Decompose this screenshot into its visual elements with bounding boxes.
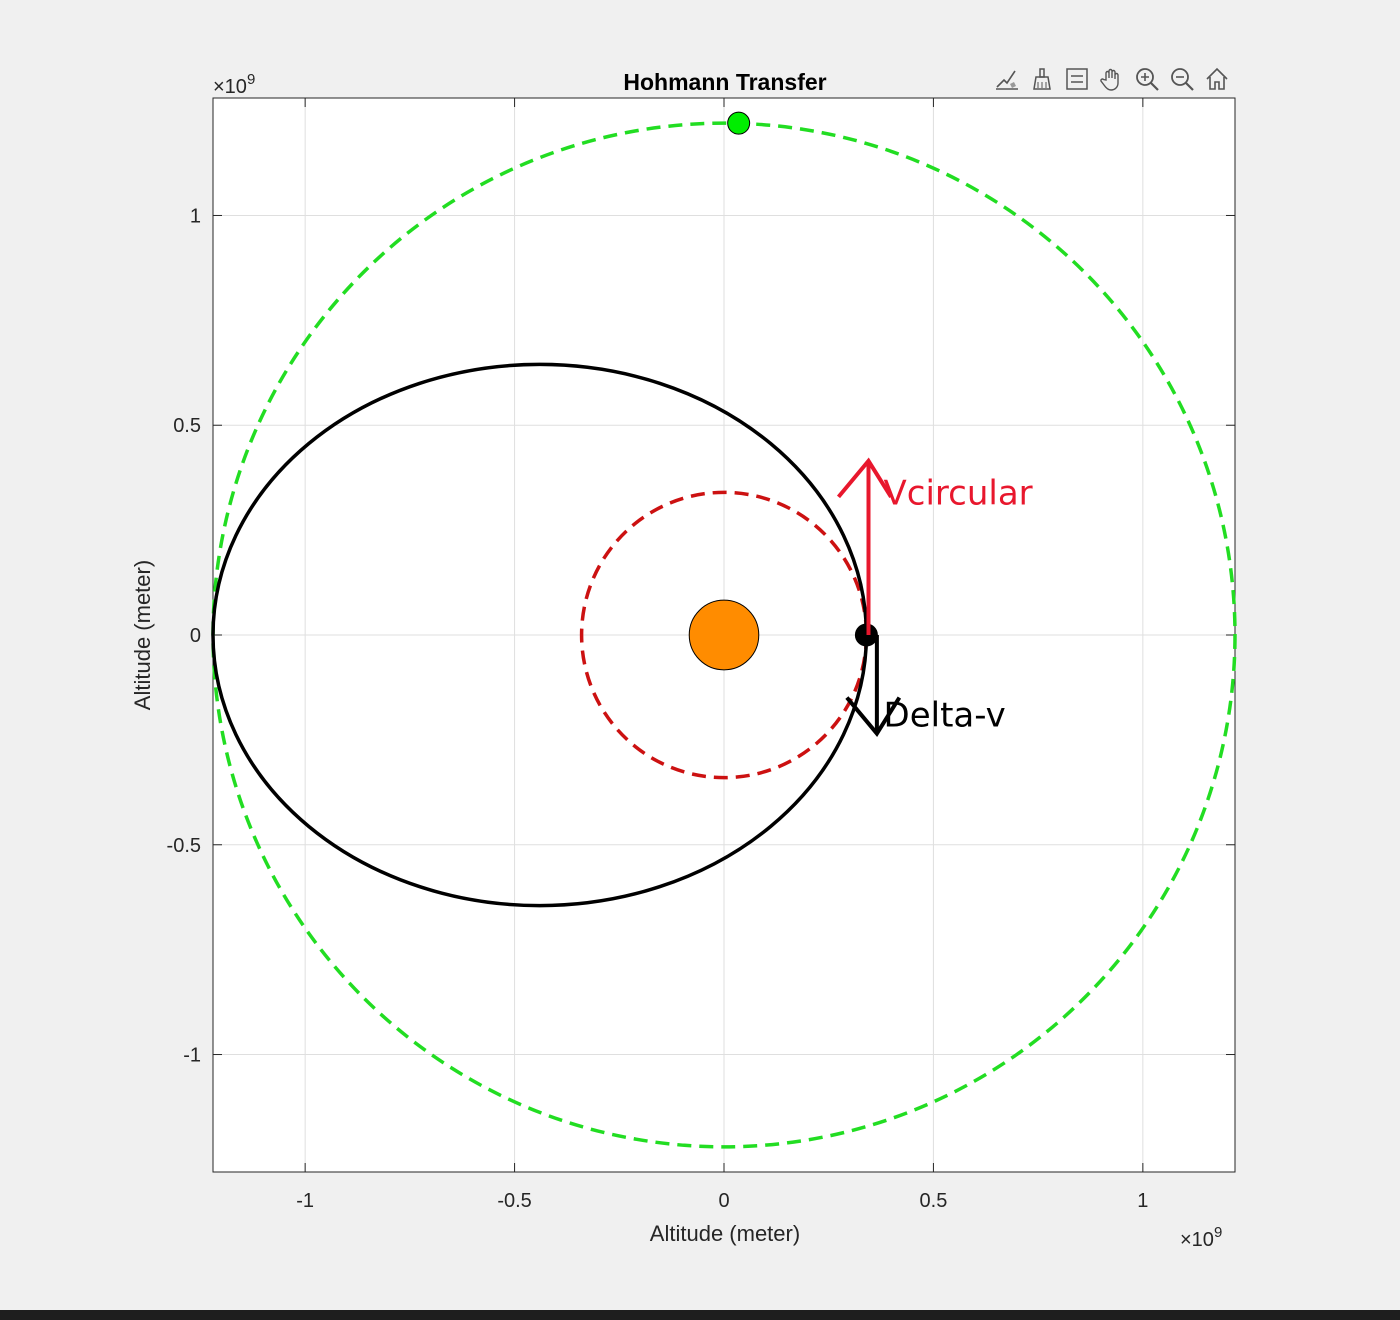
sun-marker[interactable] (688, 599, 760, 671)
brush-button[interactable] (1025, 62, 1058, 96)
home-button[interactable] (1200, 62, 1233, 96)
zoom-out-icon (1170, 68, 1194, 91)
x-tick-label: 1 (1137, 1190, 1148, 1212)
delta-v-arrowhead (845, 696, 902, 737)
y-tick-label: -1 (183, 1045, 201, 1067)
spacecraft-marker[interactable] (854, 623, 878, 647)
x-tick-label: 0 (718, 1190, 729, 1212)
vector-annotations: Vcircular Delta-v (836, 457, 1033, 737)
pan-hand-icon (1099, 68, 1119, 91)
x-tick-label: -0.5 (497, 1190, 531, 1212)
x-exponent-label: ×109 (1180, 1224, 1222, 1251)
y-axis-label: Altitude (meter) (130, 560, 155, 710)
pan-button[interactable] (1095, 62, 1128, 96)
zoom-out-button[interactable] (1165, 62, 1198, 96)
vcircular-arrowhead (836, 457, 893, 499)
chart-title: Hohmann Transfer (623, 69, 826, 95)
data-tips-icon (995, 70, 1018, 90)
bottom-strip (0, 1310, 1400, 1320)
vcircular-label: Vcircular (884, 473, 1033, 513)
x-axis-label: Altitude (meter) (650, 1221, 800, 1246)
delta-v-label: Delta-v (884, 696, 1006, 736)
zoom-in-icon (1135, 68, 1159, 91)
y-tick-label: 1 (190, 205, 201, 227)
target-marker[interactable] (727, 111, 751, 135)
y-tick-label: 0.5 (173, 415, 201, 437)
x-tick-label: 0.5 (920, 1190, 948, 1212)
axes-toolbar (990, 62, 1233, 98)
home-icon (1205, 67, 1228, 90)
y-tick-label: 0 (190, 625, 201, 647)
legend-icon (1065, 68, 1088, 90)
data-tips-button[interactable] (990, 62, 1023, 96)
tick-marks (213, 98, 1235, 1172)
zoom-in-button[interactable] (1130, 62, 1163, 96)
orbit-markers (688, 111, 878, 671)
legend-button[interactable] (1060, 62, 1093, 96)
tick-labels: -1 -0.5 0 0.5 1 -1 -0.5 0 0.5 1 (167, 205, 1149, 1212)
y-tick-label: -0.5 (167, 835, 201, 857)
brush-icon (1032, 68, 1051, 90)
x-tick-label: -1 (296, 1190, 314, 1212)
y-exponent-label: ×109 (213, 71, 255, 98)
